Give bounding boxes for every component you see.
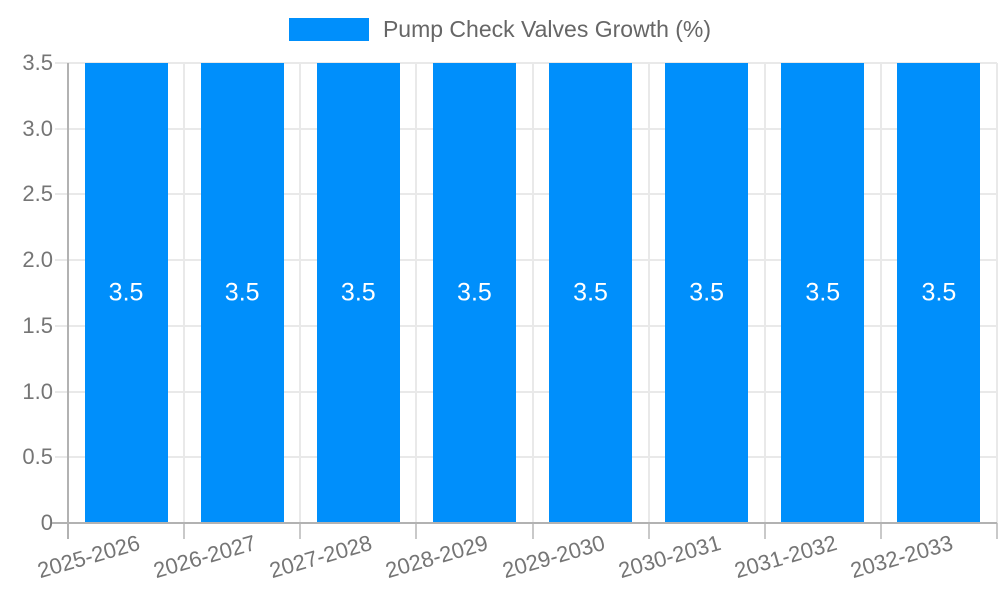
bar[interactable]: 3.5 bbox=[84, 63, 168, 523]
x-tick bbox=[183, 523, 186, 539]
bar[interactable]: 3.5 bbox=[781, 63, 865, 523]
bar-value-label: 3.5 bbox=[805, 278, 841, 307]
y-axis-line bbox=[67, 63, 69, 539]
y-tick-label: 2.0 bbox=[22, 247, 53, 273]
bar[interactable]: 3.5 bbox=[897, 63, 981, 523]
gridline-vertical bbox=[647, 63, 650, 523]
bar-value-label: 3.5 bbox=[224, 278, 260, 307]
x-tick bbox=[299, 523, 302, 539]
gridline-vertical bbox=[763, 63, 766, 523]
y-tick bbox=[55, 127, 68, 130]
x-tick bbox=[415, 523, 418, 539]
y-tick-label: 3.5 bbox=[22, 50, 53, 75]
y-tick-label: 0 bbox=[40, 510, 53, 535]
gridline-vertical bbox=[415, 63, 418, 523]
gridline-vertical bbox=[996, 63, 998, 523]
y-tick-label: 2.5 bbox=[22, 181, 53, 207]
y-tick-label: 1.5 bbox=[22, 312, 53, 338]
x-tick bbox=[996, 523, 998, 539]
bar[interactable]: 3.5 bbox=[200, 63, 284, 523]
bar[interactable]: 3.5 bbox=[665, 63, 749, 523]
y-tick bbox=[55, 456, 68, 459]
y-tick-label: 0.5 bbox=[22, 444, 53, 470]
bar-value-label: 3.5 bbox=[457, 278, 492, 307]
x-tick bbox=[531, 523, 534, 539]
gridline-vertical bbox=[531, 63, 534, 523]
bar-value-label: 3.5 bbox=[108, 278, 144, 307]
bar-value-label: 3.5 bbox=[573, 278, 608, 307]
bar-value-label: 3.5 bbox=[340, 278, 376, 307]
legend-item[interactable]: Pump Check Valves Growth (%) bbox=[0, 17, 1000, 42]
legend-label: Pump Check Valves Growth (%) bbox=[382, 16, 712, 42]
y-tick bbox=[55, 390, 68, 393]
gridline-vertical bbox=[299, 63, 302, 523]
y-tick bbox=[55, 324, 68, 327]
x-tick bbox=[647, 523, 650, 539]
x-axis-line bbox=[52, 522, 997, 524]
x-tick bbox=[879, 523, 882, 539]
gridline-vertical bbox=[183, 63, 186, 523]
x-tick bbox=[763, 523, 766, 539]
legend-swatch bbox=[288, 18, 369, 41]
bar[interactable]: 3.5 bbox=[316, 63, 400, 523]
y-tick-label: 1.0 bbox=[22, 378, 53, 404]
bar[interactable]: 3.5 bbox=[549, 63, 633, 523]
bar-value-label: 3.5 bbox=[921, 278, 957, 307]
gridline-vertical bbox=[879, 63, 882, 523]
bar[interactable]: 3.5 bbox=[432, 63, 516, 523]
y-tick bbox=[55, 62, 68, 64]
bar-value-label: 3.5 bbox=[689, 278, 725, 307]
y-tick-label: 3.0 bbox=[22, 115, 53, 141]
y-tick bbox=[55, 193, 68, 196]
y-tick bbox=[55, 259, 68, 262]
